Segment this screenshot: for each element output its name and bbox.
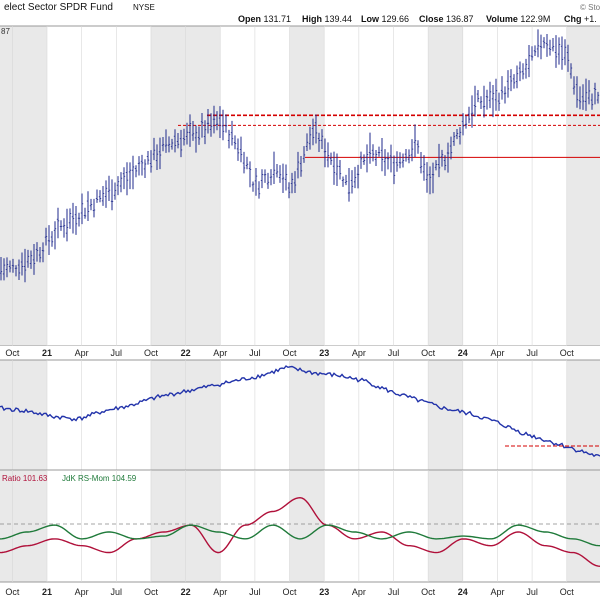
x-tick-label: 21 (42, 348, 52, 358)
exchange-label: NYSE (133, 3, 155, 12)
x-tick-label: Oct (421, 587, 436, 597)
shaded-band (428, 26, 463, 346)
x-tick-label: Oct (283, 587, 298, 597)
x-tick-label: Jul (249, 587, 261, 597)
x-tick-label: 22 (181, 348, 191, 358)
x-tick-label: Apr (213, 348, 227, 358)
rs-ratio-line (0, 496, 600, 567)
x-tick-label: Oct (144, 348, 159, 358)
shaded-band (289, 470, 325, 582)
x-tick-label: Oct (5, 348, 20, 358)
x-tick-label: Oct (560, 348, 575, 358)
shaded-band (566, 26, 600, 346)
rs-mom-legend: JdK RS-Mom 104.59 (62, 474, 137, 483)
rs-mom-line (0, 524, 600, 547)
x-tick-label: Jul (388, 348, 400, 358)
x-tick-label: Oct (560, 587, 575, 597)
x-tick-label: 21 (42, 587, 52, 597)
x-tick-label: Apr (75, 348, 89, 358)
shaded-band (428, 470, 463, 582)
x-tick-label: Jul (111, 587, 123, 597)
x-tick-label: Oct (5, 587, 20, 597)
x-tick-label: Oct (283, 348, 298, 358)
quote-chg: Chg +1. (564, 14, 597, 24)
shaded-band (0, 470, 47, 582)
x-axis-row-bottom: Oct 21 Apr Jul Oct 22 Apr Jul Oct 23 Apr Jul Oct 24 Ap… (5, 587, 574, 597)
left-value-label: 87 (1, 27, 10, 36)
indicator-panel: Ratio 101.63 JdK RS-Mom 104.59 (0, 469, 600, 583)
price-panel: 87 (0, 25, 600, 347)
watermark: © Sto (580, 3, 600, 12)
shaded-band (289, 360, 325, 470)
ratio-panel (0, 359, 600, 471)
x-tick-label: Apr (213, 587, 227, 597)
x-tick-label: Apr (490, 587, 504, 597)
x-tick-label: Jul (111, 348, 123, 358)
quote-close: Close 136.87 (419, 14, 474, 24)
x-axis-row-top: Oct 21 Apr Jul Oct 22 Apr Jul Oct 23 Apr Jul Oct 24 Ap… (5, 348, 574, 358)
ratio-line (0, 365, 600, 458)
x-tick-label: 22 (181, 587, 191, 597)
x-tick-label: 24 (458, 587, 468, 597)
quote-low: Low 129.66 (361, 14, 409, 24)
quote-high: High 139.44 (302, 14, 352, 24)
shaded-band (0, 26, 47, 346)
x-tick-label: 23 (319, 587, 329, 597)
quote-open: Open 131.71 (238, 14, 291, 24)
x-tick-label: Oct (144, 587, 159, 597)
x-tick-label: Jul (526, 348, 538, 358)
shaded-band (566, 360, 600, 470)
x-tick-label: Apr (352, 348, 366, 358)
shaded-band (428, 360, 463, 470)
x-tick-label: Jul (526, 587, 538, 597)
x-tick-label: Apr (352, 587, 366, 597)
x-tick-label: Oct (421, 348, 436, 358)
x-tick-label: 24 (458, 348, 468, 358)
shaded-band (566, 470, 600, 582)
x-tick-label: Jul (249, 348, 261, 358)
fund-name: elect Sector SPDR Fund (4, 2, 113, 13)
quote-row: Open 131.71 High 139.44 Low 129.66 Close 13… (238, 14, 597, 24)
rs-ratio-legend: Ratio 101.63 (2, 474, 48, 483)
x-tick-label: Apr (490, 348, 504, 358)
x-tick-label: Apr (75, 587, 89, 597)
shaded-band (0, 360, 47, 470)
x-tick-label: Jul (388, 587, 400, 597)
quote-volume: Volume 122.9M (486, 14, 550, 24)
x-tick-label: 23 (319, 348, 329, 358)
